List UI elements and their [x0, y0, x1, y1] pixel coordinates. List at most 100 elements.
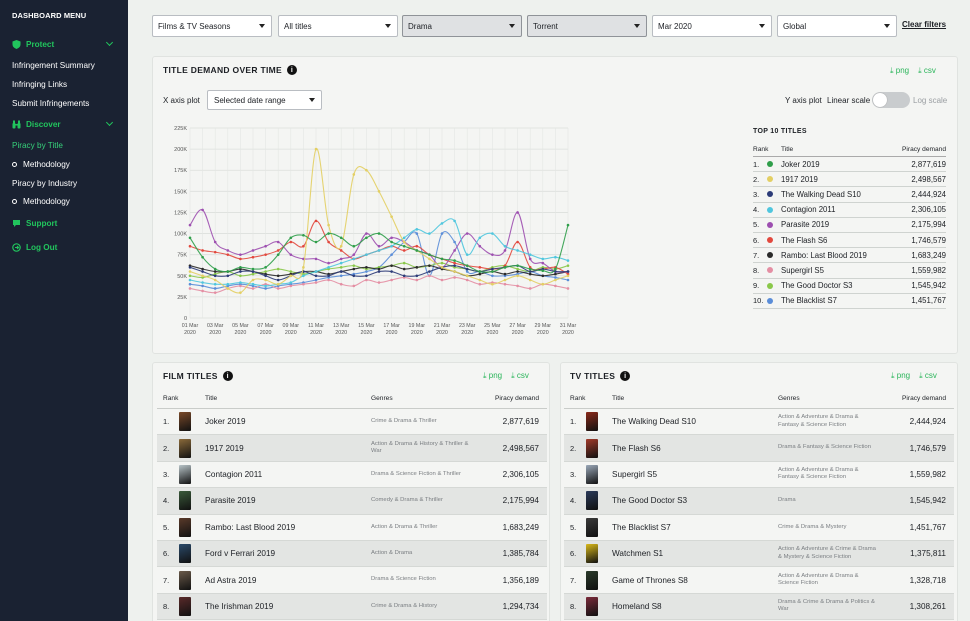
x-axis-select[interactable]: Selected date range — [207, 90, 322, 110]
data-point-the-walking-dead-s10 — [465, 267, 469, 271]
sidebar-item-submit-infringements[interactable]: Submit Infringements — [12, 96, 118, 110]
sidebar: DASHBOARD MENU Protect Infringement Summ… — [0, 0, 128, 621]
genre-select[interactable]: Drama — [402, 15, 522, 37]
x-tick-label: 2020 — [411, 330, 423, 336]
data-point-joker-2019 — [289, 236, 293, 240]
data-point-supergirl-s5 — [339, 282, 343, 286]
table-row[interactable]: 7. Game of Thrones S8 Action & Adventure &… — [564, 567, 954, 594]
rank: 5. — [163, 522, 170, 532]
sidebar-item-logout[interactable]: Log Out — [12, 240, 118, 254]
top10-row[interactable]: 1. Joker 2019 2,877,619 — [753, 157, 946, 173]
top10-row[interactable]: 3. The Walking Dead S10 2,444,924 — [753, 187, 946, 203]
top10-row[interactable]: 7. Rambo: Last Blood 2019 1,683,249 — [753, 248, 946, 264]
table-row[interactable]: 6. Watchmen S1 Action & Adventure & Crime … — [564, 540, 954, 568]
table-row[interactable]: 1. Joker 2019 Crime & Drama & Thriller 2,87… — [157, 409, 547, 436]
info-icon[interactable]: i — [222, 371, 233, 381]
sidebar-item-infringing-links[interactable]: Infringing Links — [12, 77, 118, 91]
data-point-joker-2019 — [264, 266, 267, 269]
data-point-supergirl-s5 — [566, 287, 570, 290]
top10-row[interactable]: 10. The Blacklist S7 1,451,767 — [753, 294, 946, 309]
bullet-icon — [12, 198, 17, 204]
csv-download-link[interactable]: ⤓ csv — [511, 371, 529, 380]
poster-image — [179, 517, 191, 537]
title: Joker 2019 — [781, 159, 820, 169]
data-point-joker-2019 — [554, 267, 557, 271]
sidebar-item-methodology[interactable]: Methodology — [12, 157, 118, 171]
top10-row[interactable]: 2. 1917 2019 2,498,567 — [753, 172, 946, 188]
genres: Crime & Drama & Mystery — [778, 523, 847, 530]
png-download-link[interactable]: ⤓ png — [891, 371, 911, 380]
titles-select[interactable]: All titles — [278, 15, 398, 37]
table-row[interactable]: 4. Parasite 2019 Comedy & Drama & Thriller… — [157, 488, 547, 515]
period-select[interactable]: Mar 2020 — [652, 15, 772, 37]
title: Contagion 2011 — [781, 205, 836, 215]
csv-download-link[interactable]: ⤓ csv — [918, 66, 936, 75]
table-row[interactable]: 8. Homeland S8 Drama & Crime & Drama & Pol… — [564, 593, 954, 621]
sidebar-item-discover[interactable]: Discover — [12, 117, 118, 131]
panel-title: FILM TITLES i — [163, 371, 233, 381]
content-type-select[interactable]: Films & TV Seasons — [152, 15, 272, 37]
clear-filters-link[interactable]: Clear filters — [902, 20, 947, 29]
table-row[interactable]: 8. The Irishman 2019 Crime & Drama & Histo… — [157, 593, 547, 621]
data-point-joker-2019 — [491, 270, 494, 273]
piracy-demand: 2,175,994 — [502, 496, 539, 506]
sidebar-item-piracy-by-industry[interactable]: Piracy by Industry — [12, 176, 118, 190]
data-point-rambo-last-blood-2019 — [276, 274, 280, 278]
data-point-contagion-2011 — [239, 281, 242, 284]
data-point-joker-2019 — [213, 267, 217, 271]
top10-row[interactable]: 8. Supergirl S5 1,559,982 — [753, 263, 946, 279]
x-tick-label: 09 Mar — [283, 323, 300, 329]
poster-cell — [586, 491, 612, 511]
title: Watchmen S1 — [612, 549, 664, 559]
png-download-link[interactable]: ⤓ png — [890, 66, 910, 75]
table-row[interactable]: 4. The Good Doctor S3 Drama 1,545,942 — [564, 488, 954, 515]
title: Rambo: Last Blood 2019 — [781, 250, 867, 260]
table-row[interactable]: 1. The Walking Dead S10 Action & Adventure… — [564, 409, 954, 436]
piracy-demand: 2,498,567 — [502, 443, 539, 453]
table-row[interactable]: 7. Ad Astra 2019 Drama & Science Fiction 1,… — [157, 567, 547, 594]
csv-download-link[interactable]: ⤓ csv — [919, 371, 937, 380]
data-point-the-blacklist-s7 — [264, 287, 267, 290]
table-row[interactable]: 3. Contagion 2011 Drama & Science Fiction … — [157, 462, 547, 489]
table-row[interactable]: 6. Ford v Ferrari 2019 Action & Drama 1,385… — [157, 540, 547, 568]
table-row[interactable]: 3. Supergirl S5 Action & Adventure & Drama… — [564, 462, 954, 489]
table-row[interactable]: 5. Rambo: Last Blood 2019 Action & Drama &… — [157, 515, 547, 541]
top10-row[interactable]: 9. The Good Doctor S3 1,545,942 — [753, 279, 946, 294]
top10-row[interactable]: 4. Contagion 2011 2,306,105 — [753, 203, 946, 218]
data-point-supergirl-s5 — [188, 287, 192, 290]
info-icon[interactable]: i — [620, 371, 631, 381]
table-row[interactable]: 2. The Flash S6 Drama & Fantasy & Science … — [564, 435, 954, 462]
sidebar-item-infringement-summary[interactable]: Infringement Summary — [12, 58, 118, 72]
rank: 5. — [570, 522, 577, 532]
poster-cell — [586, 412, 612, 432]
scale-toggle[interactable] — [872, 92, 910, 108]
series-color-dot — [767, 237, 773, 244]
data-point-joker-2019 — [478, 270, 482, 273]
rank: 4. — [753, 205, 760, 215]
sidebar-item-piracy-by-title[interactable]: Piracy by Title — [12, 138, 118, 152]
caret-down-icon — [309, 98, 315, 102]
col-demand-header: Piracy demand — [902, 146, 946, 153]
info-icon[interactable]: i — [287, 65, 297, 75]
top10-row[interactable]: 5. Parasite 2019 2,175,994 — [753, 218, 946, 233]
png-download-link[interactable]: ⤓ png — [483, 371, 503, 380]
top10-row[interactable]: 6. The Flash S6 1,746,579 — [753, 233, 946, 249]
data-point-joker-2019 — [503, 266, 507, 269]
sidebar-item-support[interactable]: Support — [12, 216, 118, 230]
rank: 2. — [753, 174, 760, 184]
data-point-supergirl-s5 — [478, 282, 482, 286]
table-row[interactable]: 5. The Blacklist S7 Crime & Drama & Myster… — [564, 515, 954, 541]
x-axis-label: X axis plot — [163, 96, 200, 105]
data-point-the-blacklist-s7 — [314, 278, 318, 282]
data-point-joker-2019 — [516, 264, 519, 267]
sidebar-item-protect[interactable]: Protect — [12, 37, 118, 51]
source-select[interactable]: Torrent — [527, 15, 647, 37]
region-select[interactable]: Global — [777, 15, 897, 37]
sidebar-item-methodology-2[interactable]: Methodology — [12, 194, 118, 208]
data-point-parasite-2019 — [352, 253, 356, 256]
data-point-contagion-2011 — [314, 270, 318, 273]
data-point-the-walking-dead-s10 — [327, 274, 330, 278]
table-row[interactable]: 2. 1917 2019 Action & Drama & History & Th… — [157, 435, 547, 462]
sidebar-item-label: Methodology — [23, 159, 70, 169]
rank: 7. — [570, 575, 577, 585]
